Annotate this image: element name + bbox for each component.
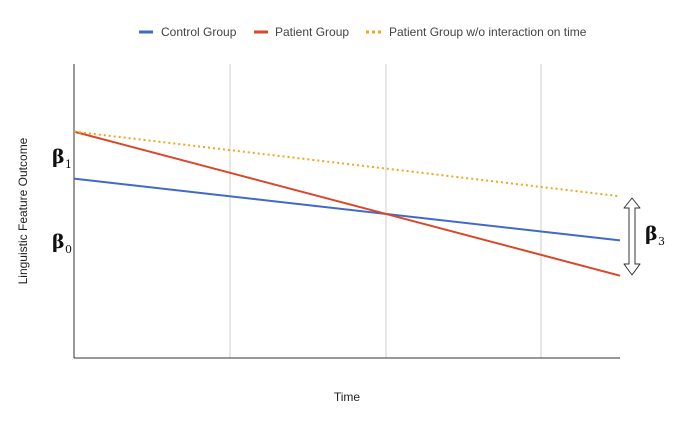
series-lines [73, 130, 621, 277]
legend-label-control: Control Group [161, 25, 237, 39]
series-line-patient-no-interaction [73, 130, 621, 198]
series-line-control [73, 177, 621, 242]
beta1-label: β 1 [52, 146, 72, 171]
beta3-label: β 3 [645, 223, 665, 248]
x-axis-title: Time [334, 390, 361, 404]
double-arrow-shape [623, 197, 641, 276]
beta0-subscript: 0 [65, 243, 72, 256]
legend-label-patient-no-interaction: Patient Group w/o interaction on time [389, 25, 587, 39]
beta1-subscript: 1 [65, 158, 72, 171]
series-line-patient [73, 130, 621, 277]
y-axis-title: Linguistic Feature Outcome [16, 137, 30, 284]
beta3-symbol: β [645, 223, 658, 245]
beta0-symbol: β [52, 231, 65, 253]
gridlines [229, 64, 542, 358]
legend-label-patient: Patient Group [275, 25, 349, 39]
beta1-symbol: β [52, 146, 65, 168]
beta0-label: β 0 [52, 231, 72, 256]
double-arrow-icon [623, 197, 641, 276]
beta3-subscript: 3 [658, 235, 665, 248]
legend: Control Group Patient Group Patient Grou… [139, 25, 587, 39]
